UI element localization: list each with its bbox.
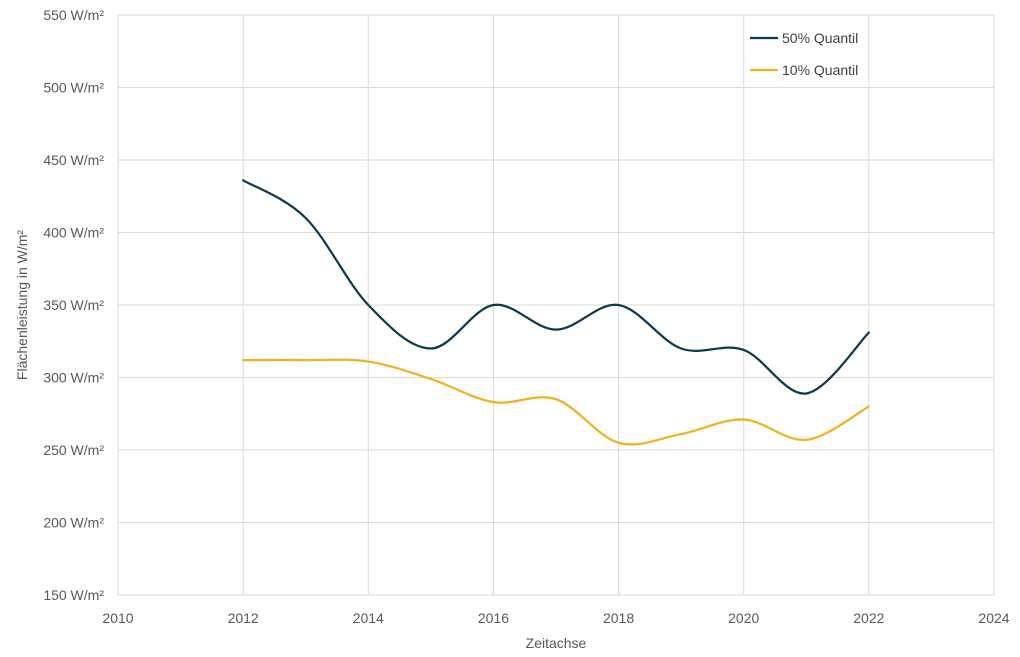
- x-tick-label: 2024: [978, 610, 1009, 626]
- y-axis-title: Flächenleistung in W/m²: [14, 230, 30, 381]
- y-tick-label: 300 W/m²: [43, 370, 104, 386]
- series-lines: [242, 179, 870, 446]
- x-tick-label: 2018: [603, 610, 634, 626]
- y-tick-label: 250 W/m²: [43, 442, 104, 458]
- x-axis-title: Zeitachse: [526, 635, 587, 651]
- y-axis-tick-labels: 150 W/m² 200 W/m² 250 W/m² 300 W/m² 350 W/m²…: [43, 7, 104, 603]
- x-tick-label: 2014: [353, 610, 384, 626]
- y-tick-label: 400 W/m²: [43, 225, 104, 241]
- y-tick-label: 500 W/m²: [43, 80, 104, 96]
- legend: 50% Quantil 10% Quantil: [750, 30, 858, 78]
- x-tick-label: 2012: [228, 610, 259, 626]
- series-line-10-quantil: [242, 358, 870, 446]
- legend-label-50-quantil: 50% Quantil: [782, 30, 858, 46]
- x-tick-label: 2020: [728, 610, 759, 626]
- series-line-50-quantil: [242, 179, 870, 395]
- y-tick-label: 450 W/m²: [43, 152, 104, 168]
- y-tick-label: 200 W/m²: [43, 515, 104, 531]
- x-axis-tick-labels: 2010 2012 2014 2016 2018 2020 2022 2024: [102, 610, 1009, 626]
- x-tick-label: 2016: [478, 610, 509, 626]
- y-tick-label: 550 W/m²: [43, 7, 104, 23]
- x-tick-label: 2010: [102, 610, 133, 626]
- y-tick-label: 150 W/m²: [43, 587, 104, 603]
- y-tick-label: 350 W/m²: [43, 297, 104, 313]
- horizontal-gridlines: [118, 14, 994, 596]
- x-tick-label: 2022: [853, 610, 884, 626]
- legend-label-10-quantil: 10% Quantil: [782, 62, 858, 78]
